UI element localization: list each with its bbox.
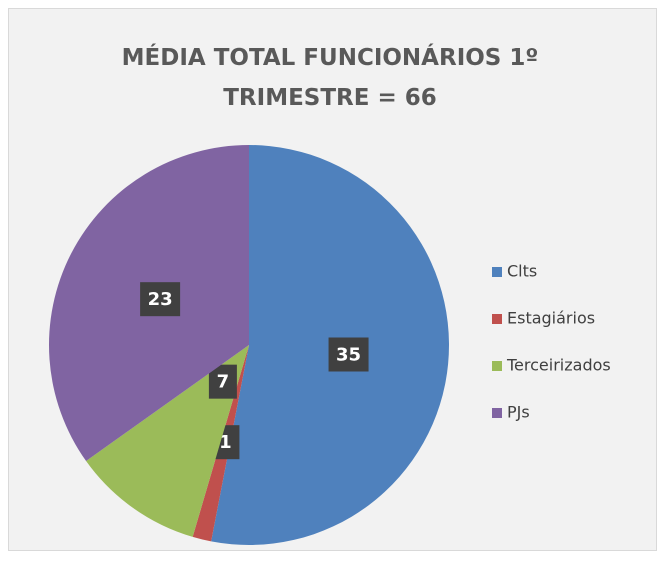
legend-swatch [492, 267, 502, 277]
data-label: 35 [336, 345, 361, 366]
data-label-box [328, 337, 369, 372]
data-label: 7 [217, 372, 230, 393]
data-label: 23 [148, 289, 173, 310]
legend-label: Estagiários [507, 309, 595, 328]
legend-swatch [492, 361, 502, 371]
data-label-box [208, 364, 237, 399]
chart-title: MÉDIA TOTAL FUNCIONÁRIOS 1º TRIMESTRE = … [121, 45, 539, 111]
legend-label: Clts [507, 262, 537, 281]
legend-swatch [492, 314, 502, 324]
data-label: 1 [219, 432, 232, 453]
legend-label: Terceirizados [506, 356, 611, 375]
legend-swatch [492, 408, 502, 418]
pie-slice [86, 345, 249, 537]
data-label-box [140, 282, 181, 317]
legend-label: PJs [507, 403, 530, 422]
